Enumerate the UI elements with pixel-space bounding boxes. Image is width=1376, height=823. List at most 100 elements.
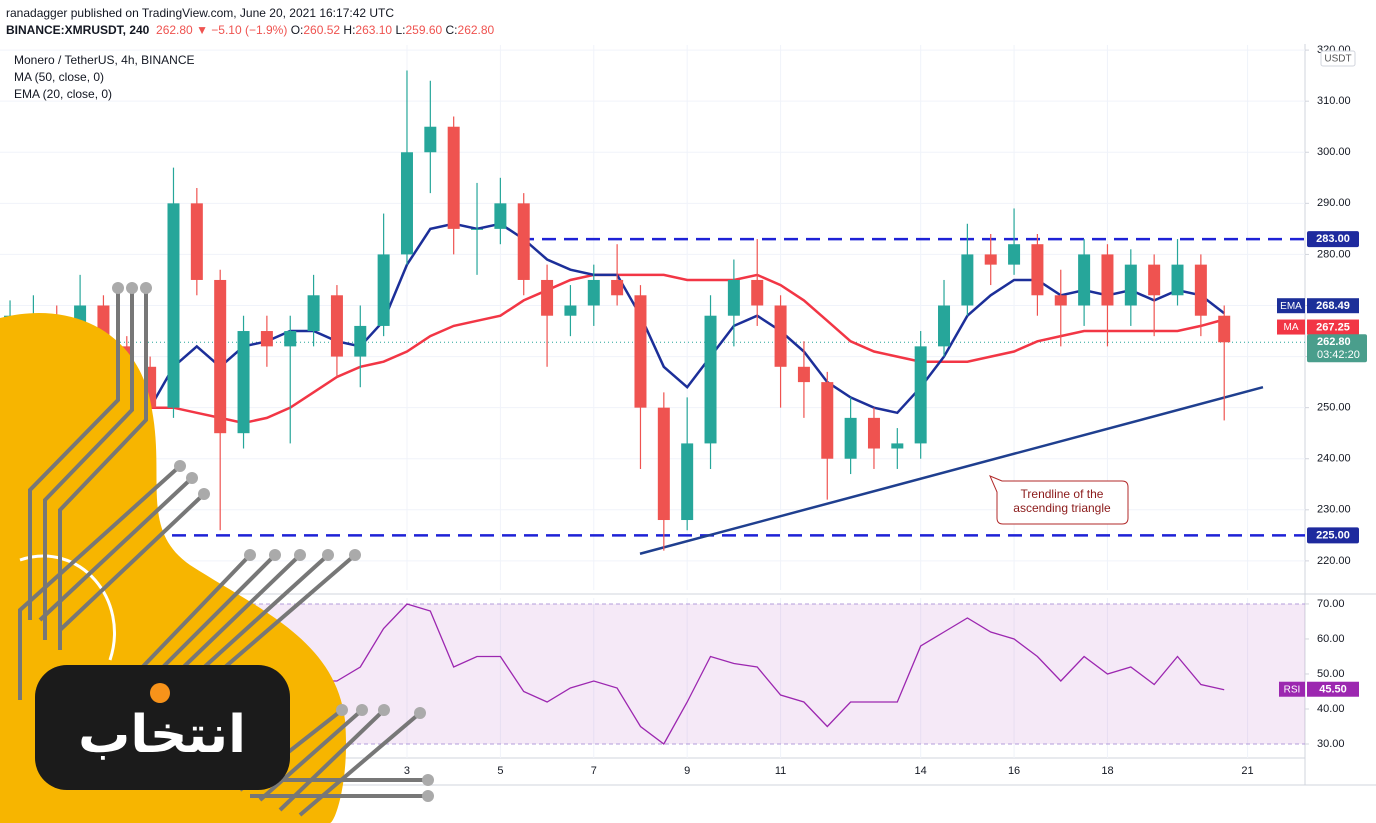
tag-value: 267.25 — [1316, 321, 1350, 333]
tag-value: 268.49 — [1316, 300, 1350, 312]
candle-body — [494, 203, 507, 229]
logo-coin — [150, 683, 170, 703]
ohlc-key: H: — [343, 23, 356, 37]
tag-name: RSI — [1284, 684, 1301, 695]
rsi-line — [313, 603, 1225, 745]
candle-body — [891, 443, 904, 449]
legend-title: Monero / TetherUS, 4h, BINANCE — [14, 53, 195, 67]
price-countdown: 03:42:20 — [1317, 349, 1360, 361]
ohlc-value: 259.60 — [405, 23, 443, 37]
symbol: BINANCE:XMRUSDT, 240 — [6, 23, 150, 37]
legend-entry: EMA (20, close, 0) — [14, 87, 112, 101]
level-label: 283.00 — [1316, 233, 1350, 245]
x-tick-label: 9 — [684, 765, 690, 777]
y-tick-label: 290.00 — [1317, 197, 1351, 209]
candle-body — [774, 305, 787, 367]
y-tick-label: 250.00 — [1317, 402, 1351, 414]
tag-box — [1307, 681, 1359, 697]
x-tick-label: 3 — [404, 765, 410, 777]
candle-body — [377, 254, 390, 326]
candle-body — [330, 295, 343, 357]
symbol-line: BINANCE:XMRUSDT, 240 262.80 ▼ −5.10 (−1.… — [6, 22, 494, 39]
x-tick-label: 18 — [1101, 765, 1113, 777]
candle-body — [1124, 264, 1137, 306]
candle-body — [237, 331, 250, 434]
level-tag — [1307, 231, 1359, 248]
y-tick-label: 280.00 — [1317, 248, 1351, 260]
candle-body — [400, 152, 413, 255]
trendline — [639, 386, 1264, 555]
watermark-curve — [19, 554, 116, 661]
candle-body — [541, 279, 554, 316]
indicator-line — [150, 273, 1225, 425]
candle-body — [961, 254, 974, 306]
candle-body — [354, 325, 367, 357]
candle-body — [914, 346, 927, 444]
candle-body — [867, 417, 880, 449]
candle-body — [307, 295, 320, 332]
price-tag-label: 262.80 — [1317, 336, 1351, 348]
logo-box — [35, 665, 290, 790]
candle-body — [844, 417, 857, 459]
ohlc-key: O: — [290, 23, 304, 37]
x-tick-label: 21 — [1241, 765, 1253, 777]
currency-label: USDT — [1324, 54, 1351, 65]
ohlc-value: 263.10 — [355, 23, 393, 37]
x-tick-label: 7 — [591, 765, 597, 777]
tag-name: MA — [1284, 322, 1299, 333]
tag-box — [1307, 298, 1359, 314]
level-tag — [1307, 527, 1359, 544]
y-tick-label: 300.00 — [1317, 146, 1351, 158]
candle-body — [611, 279, 624, 296]
tag-box — [1307, 319, 1359, 335]
ohlc-key: L: — [395, 23, 406, 37]
candle-body — [1008, 244, 1021, 265]
tag-name-box — [1277, 319, 1305, 335]
ohlc-key: C: — [445, 23, 458, 37]
y-tick-label: 30.00 — [1317, 738, 1345, 750]
candle-body — [1171, 264, 1184, 296]
header: ranadagger published on TradingView.com,… — [6, 5, 494, 39]
tag-name-box — [1279, 681, 1305, 697]
logo-text: انتخاب — [78, 705, 246, 765]
candle-body — [424, 126, 437, 153]
candle-body — [471, 228, 484, 230]
candle-body — [587, 279, 600, 306]
ohlc-value: 262.80 — [457, 23, 495, 37]
candle-body — [564, 305, 577, 316]
candle-body — [704, 315, 717, 444]
candle-body — [1218, 315, 1231, 343]
circuit-dots — [112, 282, 434, 802]
change: ▼ −5.10 (−1.9%) — [196, 23, 288, 37]
candle-body — [260, 331, 273, 347]
y-tick-label: 50.00 — [1317, 668, 1345, 680]
candle-body — [214, 279, 227, 434]
candle-body — [751, 279, 764, 306]
candle-body — [634, 295, 647, 408]
tag-name-box — [1277, 298, 1305, 314]
candle-body — [797, 366, 810, 383]
candle-body — [190, 203, 203, 280]
currency-badge — [1320, 50, 1356, 67]
indicator-line — [149, 222, 1225, 415]
candle-body — [1101, 254, 1114, 306]
candle-body — [727, 279, 740, 316]
tag-value: 45.50 — [1319, 684, 1347, 696]
ohlc-value: 260.52 — [303, 23, 341, 37]
tag-name: EMA — [1280, 301, 1302, 312]
annotation-text: ascending triangle — [1013, 501, 1111, 515]
x-tick-label: 11 — [775, 765, 786, 777]
candle-body — [1031, 244, 1044, 296]
candle-body — [284, 331, 297, 347]
circuit-lines — [18, 288, 428, 817]
candle-body — [447, 126, 460, 229]
candle-body — [984, 254, 997, 265]
x-tick-label: 5 — [497, 765, 503, 777]
price-tag — [1307, 334, 1367, 363]
watermark: انتخاب — [0, 282, 434, 823]
y-tick-label: 60.00 — [1317, 633, 1345, 645]
level-label: 225.00 — [1316, 529, 1350, 541]
candle-body — [1078, 254, 1091, 306]
